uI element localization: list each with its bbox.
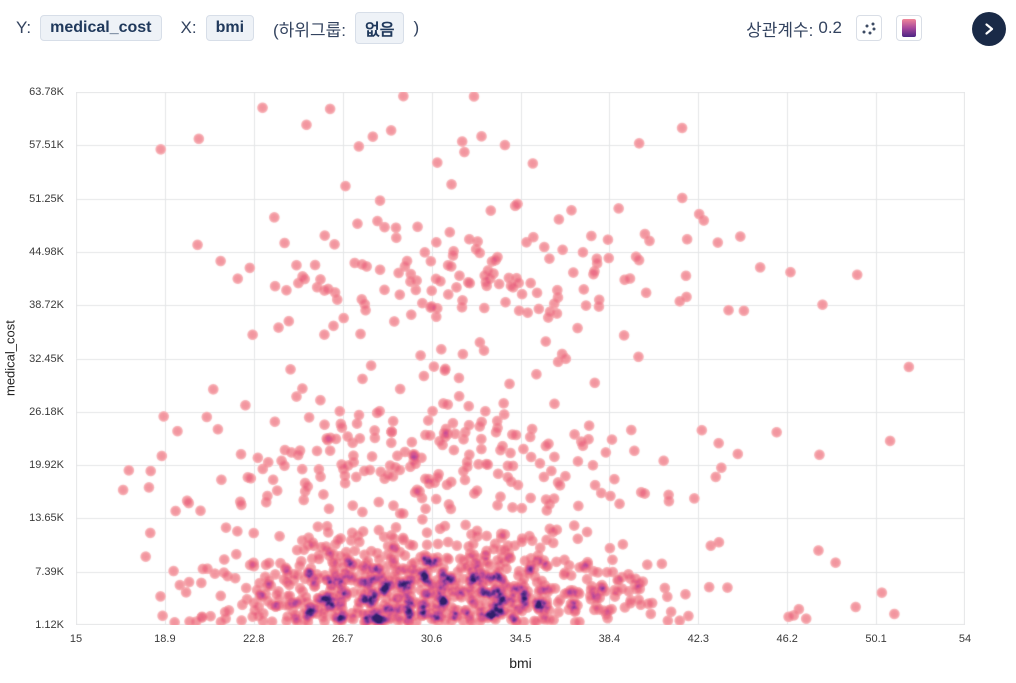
y-tick-label: 26.18K: [29, 405, 64, 418]
subgroup-close-paren: ): [413, 18, 420, 37]
y-tick-label: 19.92K: [29, 459, 64, 472]
x-tick-label: 18.9: [154, 633, 176, 645]
x-axis-title: bmi: [509, 655, 532, 671]
x-tick-label: 42.3: [687, 633, 710, 645]
x-tick-label: 22.8: [243, 633, 265, 645]
y-tick-label: 13.65K: [29, 512, 64, 525]
x-variable-chip[interactable]: bmi: [205, 15, 255, 41]
subgroup-chip[interactable]: 없음: [354, 12, 405, 44]
x-tick-label: 34.5: [509, 633, 532, 645]
y-tick-labels: 1.12K 7.39K 13.65K 19.92K 26.18K 32.45K 38.72K…: [0, 86, 70, 631]
expand-button[interactable]: [972, 12, 1006, 46]
y-tick-label: 32.45K: [29, 352, 64, 365]
subgroup-label: (하위그룹:: [273, 20, 346, 40]
y-tick-label: 57.51K: [29, 139, 64, 152]
header: Y: medical_cost X: bmi (하위그룹: 없음 ) 상관계수:…: [0, 0, 1016, 56]
x-axis-selector-label: X:: [180, 18, 197, 37]
x-tick-labels: 15 18.9 22.8 26.7 30.6 34.5 38.4 42.3 46.2 50.1 54: [70, 633, 971, 647]
chevron-right-icon: [985, 23, 994, 35]
x-tick-label: 15: [69, 633, 83, 645]
y-tick-label: 38.72K: [29, 299, 64, 312]
y-tick-label: 44.98K: [29, 245, 64, 258]
y-tick-label: 63.78K: [29, 86, 64, 98]
y-tick-label: 51.25K: [29, 192, 64, 205]
x-tick-label: 30.6: [420, 633, 443, 645]
y-tick-label: 1.12K: [35, 619, 64, 631]
colormap-gradient-icon: [902, 19, 916, 37]
x-tick-label: 38.4: [598, 633, 621, 645]
x-tick-label: 54: [958, 633, 972, 645]
y-tick-label: 7.39K: [35, 565, 64, 578]
header-right-group: 상관계수: 0.2: [746, 10, 1006, 46]
x-tick-label: 26.7: [331, 633, 354, 645]
chart-type-button[interactable]: [856, 15, 882, 41]
y-axis-selector-label: Y:: [16, 18, 32, 37]
x-tick-label: 50.1: [865, 633, 887, 645]
x-tick-label: 46.2: [776, 633, 798, 645]
scatter-plot-icon: [862, 22, 876, 35]
y-variable-chip[interactable]: medical_cost: [40, 15, 162, 41]
correlation-value: 0.2: [818, 18, 842, 37]
colormap-button[interactable]: [896, 15, 922, 41]
correlation-label: 상관계수:: [746, 20, 814, 40]
scatter-canvas[interactable]: [76, 92, 965, 625]
